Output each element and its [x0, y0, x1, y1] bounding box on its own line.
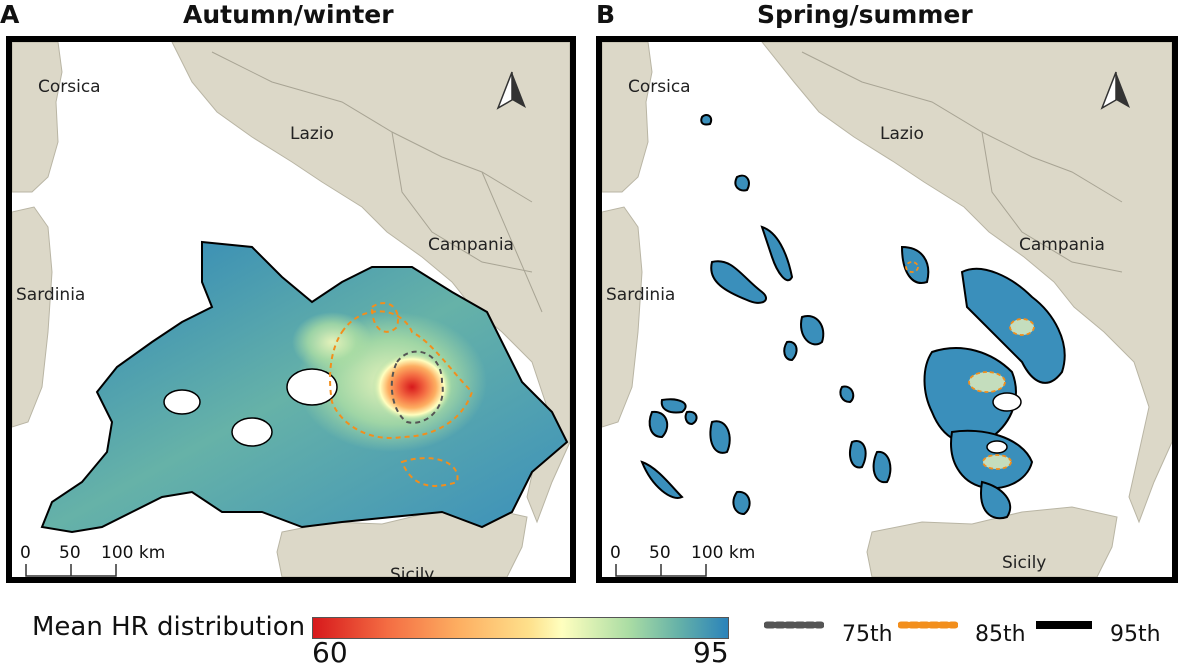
map-panel-autumn-winter: Corsica Lazio Campania Sardinia Sicily 0… [6, 36, 576, 583]
colorbar-min-label: 60 [312, 636, 348, 669]
legend-75th-label: 75th [842, 622, 893, 647]
svg-text:0: 0 [610, 543, 621, 563]
panel-b-title: Spring/summer [757, 0, 973, 29]
scale-bar: 0 50 100 km [610, 543, 755, 577]
svg-text:50: 50 [59, 543, 81, 563]
label-sardinia: Sardinia [606, 285, 675, 305]
map-a-canvas: Corsica Lazio Campania Sardinia Sicily 0… [12, 42, 570, 577]
land-sardinia [12, 206, 53, 428]
label-sicily: Sicily [1002, 553, 1046, 573]
colorbar [312, 617, 729, 639]
north-arrow-icon [1100, 71, 1130, 110]
scale-bar: 0 50 100 km [20, 543, 165, 577]
label-lazio: Lazio [290, 124, 334, 144]
label-corsica: Corsica [628, 77, 691, 97]
land-corsica [12, 42, 63, 193]
svg-text:100 km: 100 km [101, 543, 165, 563]
legend-95th-swatch [1036, 621, 1092, 629]
panel-a-letter: A [0, 0, 20, 29]
svg-text:100 km: 100 km [691, 543, 755, 563]
label-lazio: Lazio [880, 124, 924, 144]
label-sicily: Sicily [390, 565, 434, 577]
panel-a-title: Autumn/winter [183, 0, 394, 29]
map-panel-spring-summer: Corsica Lazio Campania Sardinia Sicily 0… [596, 36, 1178, 583]
legend-title: Mean HR distribution [32, 612, 306, 642]
hr-85th-contour [329, 310, 474, 439]
colorbar-max-label: 95 [693, 636, 729, 669]
hr-75th-contour [390, 350, 444, 424]
panel-b-letter: B [596, 0, 616, 29]
legend-85th-label: 85th [975, 622, 1026, 647]
label-campania: Campania [428, 235, 514, 255]
label-sardinia: Sardinia [16, 285, 85, 305]
map-b-canvas: Corsica Lazio Campania Sardinia Sicily 0… [602, 42, 1172, 577]
legend-95th-label: 95th [1110, 622, 1161, 647]
svg-text:0: 0 [20, 543, 31, 563]
legend-85th-swatch [898, 621, 958, 629]
legend-75th-swatch [764, 621, 824, 629]
svg-text:50: 50 [649, 543, 671, 563]
label-corsica: Corsica [38, 77, 101, 97]
label-campania: Campania [1019, 235, 1105, 255]
north-arrow-icon [496, 71, 526, 110]
land-sicily [276, 506, 528, 577]
